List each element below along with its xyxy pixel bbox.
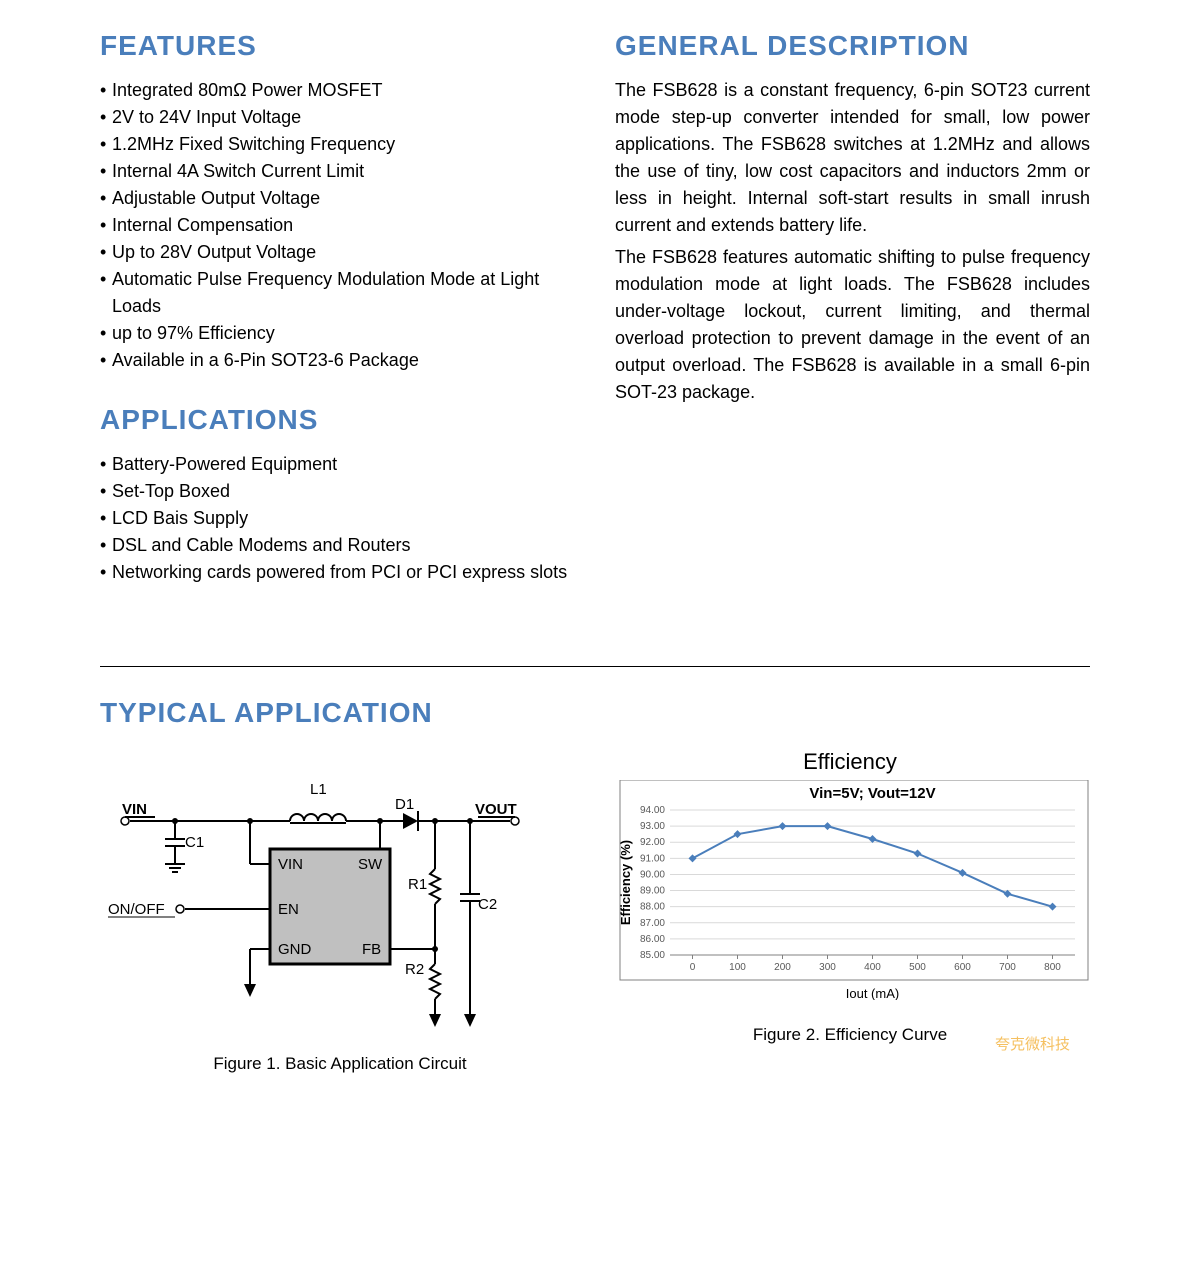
svg-text:91.00: 91.00	[640, 853, 665, 864]
applications-list: Battery-Powered EquipmentSet-Top BoxedLC…	[100, 451, 575, 586]
svg-text:0: 0	[690, 962, 696, 973]
svg-text:SW: SW	[358, 856, 383, 873]
svg-text:L1: L1	[310, 781, 327, 798]
svg-text:92.00: 92.00	[640, 837, 665, 848]
applications-item: Networking cards powered from PCI or PCI…	[100, 559, 575, 586]
general-para1: The FSB628 is a constant frequency, 6-pi…	[615, 77, 1090, 239]
svg-text:100: 100	[729, 962, 746, 973]
circuit-diagram: VIN SW EN GND FB VIN L1 D1 VOUT C1 ON/OFF R1 R2 C2	[100, 749, 540, 1029]
svg-text:86.00: 86.00	[640, 934, 665, 945]
svg-text:87.00: 87.00	[640, 918, 665, 929]
features-item: up to 97% Efficiency	[100, 320, 575, 347]
svg-text:C1: C1	[185, 834, 204, 851]
general-heading: GENERAL DESCRIPTION	[615, 30, 1090, 62]
watermark: 夸克微科技	[995, 1033, 1070, 1054]
features-heading: FEATURES	[100, 30, 575, 62]
efficiency-chart: Vin=5V; Vout=12V 85.00 86.00 87.00 88.00 89.0…	[610, 780, 1090, 1000]
svg-text:300: 300	[819, 962, 836, 973]
svg-text:600: 600	[954, 962, 971, 973]
svg-text:88.00: 88.00	[640, 902, 665, 913]
applications-item: DSL and Cable Modems and Routers	[100, 532, 575, 559]
applications-item: Battery-Powered Equipment	[100, 451, 575, 478]
svg-text:500: 500	[909, 962, 926, 973]
svg-text:FB: FB	[362, 941, 381, 958]
svg-text:93.00: 93.00	[640, 821, 665, 832]
svg-text:R2: R2	[405, 961, 424, 978]
svg-text:89.00: 89.00	[640, 886, 665, 897]
features-item: Automatic Pulse Frequency Modulation Mod…	[100, 266, 575, 320]
features-item: 1.2MHz Fixed Switching Frequency	[100, 131, 575, 158]
svg-text:D1: D1	[395, 796, 414, 813]
svg-text:GND: GND	[278, 941, 312, 958]
svg-text:400: 400	[864, 962, 881, 973]
applications-heading: APPLICATIONS	[100, 404, 575, 436]
svg-text:VIN: VIN	[278, 856, 303, 873]
svg-text:R1: R1	[408, 876, 427, 893]
svg-text:94.00: 94.00	[640, 805, 665, 816]
features-item: Up to 28V Output Voltage	[100, 239, 575, 266]
svg-text:VIN: VIN	[122, 801, 147, 818]
svg-text:VOUT: VOUT	[475, 801, 517, 818]
svg-text:ON/OFF: ON/OFF	[108, 901, 165, 918]
features-list: Integrated 80mΩ Power MOSFET2V to 24V In…	[100, 77, 575, 374]
divider	[100, 666, 1090, 667]
svg-text:Vin=5V; Vout=12V: Vin=5V; Vout=12V	[809, 785, 935, 802]
svg-text:EN: EN	[278, 901, 299, 918]
svg-text:Iout (mA): Iout (mA)	[846, 986, 899, 1000]
svg-text:800: 800	[1044, 962, 1061, 973]
typical-heading: TYPICAL APPLICATION	[100, 697, 1090, 729]
features-item: Integrated 80mΩ Power MOSFET	[100, 77, 575, 104]
features-item: Adjustable Output Voltage	[100, 185, 575, 212]
svg-text:90.00: 90.00	[640, 869, 665, 880]
svg-text:85.00: 85.00	[640, 950, 665, 961]
svg-text:C2: C2	[478, 896, 497, 913]
features-item: Available in a 6-Pin SOT23-6 Package	[100, 347, 575, 374]
svg-text:Efficiency (%): Efficiency (%)	[618, 840, 633, 925]
applications-item: LCD Bais Supply	[100, 505, 575, 532]
figure1-caption: Figure 1. Basic Application Circuit	[100, 1054, 580, 1074]
svg-text:200: 200	[774, 962, 791, 973]
features-item: Internal Compensation	[100, 212, 575, 239]
features-item: 2V to 24V Input Voltage	[100, 104, 575, 131]
general-para2: The FSB628 features automatic shifting t…	[615, 244, 1090, 406]
chart-main-title: Efficiency	[610, 749, 1090, 775]
features-item: Internal 4A Switch Current Limit	[100, 158, 575, 185]
applications-item: Set-Top Boxed	[100, 478, 575, 505]
svg-text:700: 700	[999, 962, 1016, 973]
